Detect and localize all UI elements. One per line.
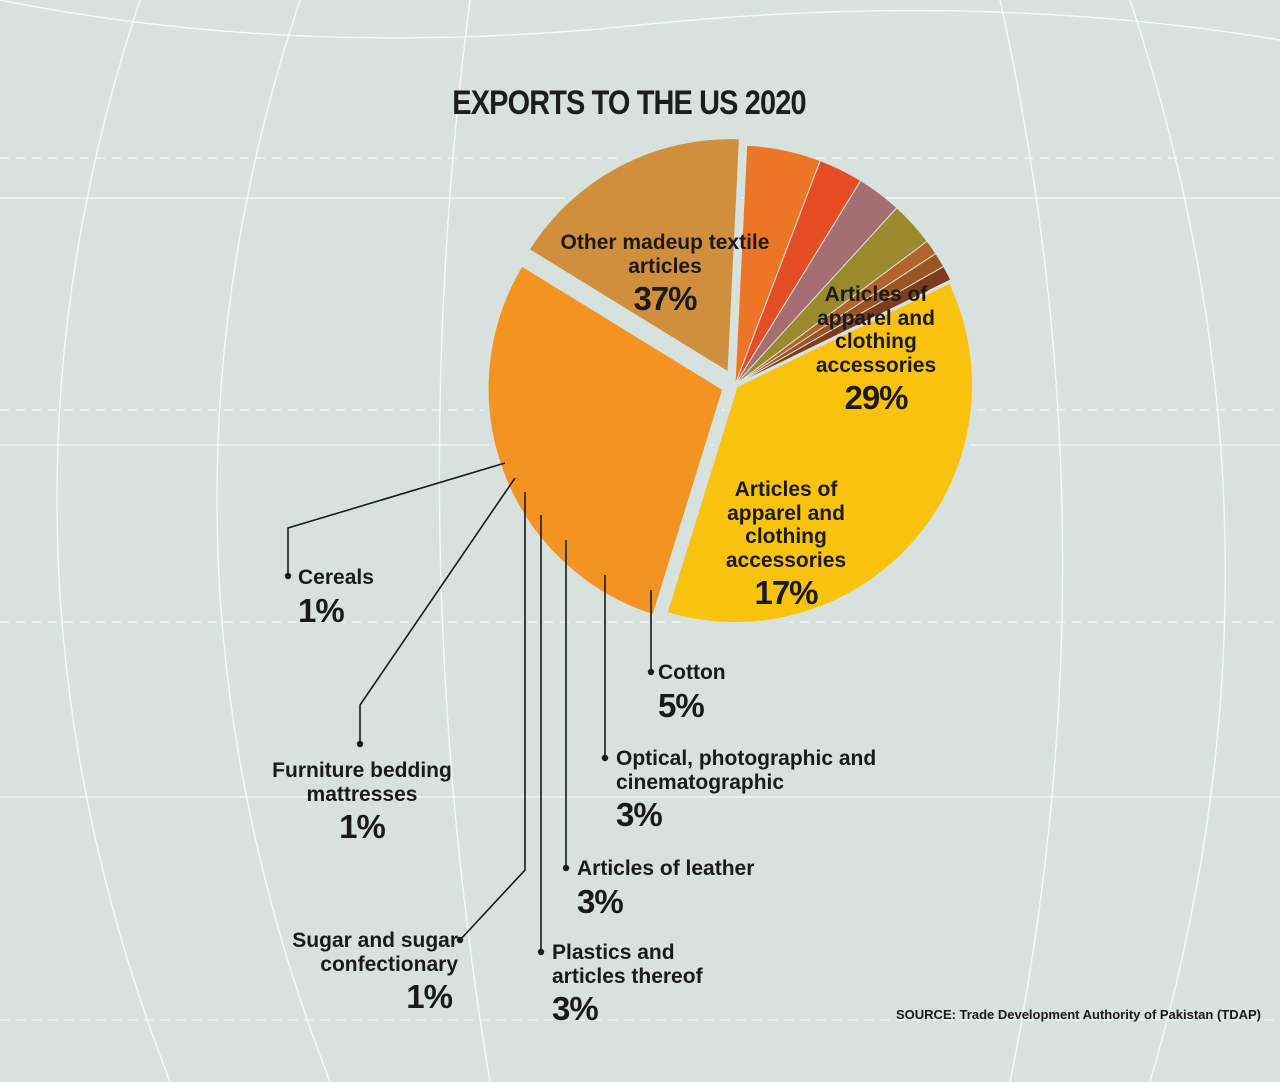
leader-line [359,477,516,744]
slice-pct: 29% [844,379,908,417]
label-other-madeup: Other madeup textile articles 37% [560,231,770,318]
leader-dot [647,668,655,676]
leader-line [287,462,506,576]
label-furniture: Furniture bedding mattresses 1% [264,759,460,846]
leader-lines [284,462,655,956]
leader-dot [601,754,609,762]
slice-pct: 1% [406,978,453,1016]
meridian-line [999,0,1064,1082]
label-cotton: Cotton 5% [658,661,726,724]
leader-dot [537,948,545,956]
slice-label: Plastics and articles thereof [552,941,703,988]
leader-dot [284,572,292,580]
meridian-line [56,0,171,1082]
label-leather: Articles of leather 3% [577,857,754,920]
pie-slice [521,133,746,382]
meridian-line [1129,0,1226,1082]
label-optical: Optical, photographic and cinematographi… [616,747,886,834]
slice-label: Cotton [658,661,726,684]
pie-slice [660,275,978,628]
meridian-line [438,0,491,1082]
slice-label: Optical, photographic and cinematographi… [616,747,877,794]
slice-pct: 3% [552,990,599,1028]
slice-label: Articles of leather [577,857,755,880]
slice-pct: 37% [633,280,697,318]
label-apparel-29: Articles of apparel and clothing accesso… [796,283,956,417]
label-sugar: Sugar and sugar confectionary 1% [278,929,458,1016]
slice-pct: 1% [298,591,345,629]
title-main: EXPORTS TO THE US [452,84,738,122]
pie-slice [482,258,730,622]
label-plastics: Plastics and articles thereof 3% [552,941,722,1028]
slice-label: Cereals [298,566,374,589]
slice-label: Furniture bedding mattresses [272,759,452,806]
slice-label: Other madeup textile articles [560,231,770,278]
label-apparel-17: Articles of apparel and clothing accesso… [713,478,859,612]
pie-slice [734,265,952,386]
slice-label: Articles of apparel and clothing accesso… [725,478,847,572]
slice-pct: 3% [616,796,663,834]
meridian-line [216,0,331,1082]
source-note: SOURCE: Trade Development Authority of P… [896,1007,1262,1022]
leader-dot [456,936,464,944]
chart-title: EXPORTS TO THE US 2020 [0,84,1258,123]
pie-chart [482,133,978,628]
slice-label: Sugar and sugar confectionary [292,929,458,976]
leader-dot [356,740,364,748]
title-year: 2020 [744,84,807,122]
meridian-line [0,0,1280,41]
leader-line [459,492,526,941]
label-cereals: Cereals 1% [298,566,374,629]
slice-pct: 17% [754,574,818,612]
leader-dot [562,864,570,872]
slice-pct: 5% [658,686,705,724]
slice-pct: 3% [577,882,624,920]
slice-pct: 1% [339,808,386,846]
slice-label: Articles of apparel and clothing accesso… [815,283,937,377]
